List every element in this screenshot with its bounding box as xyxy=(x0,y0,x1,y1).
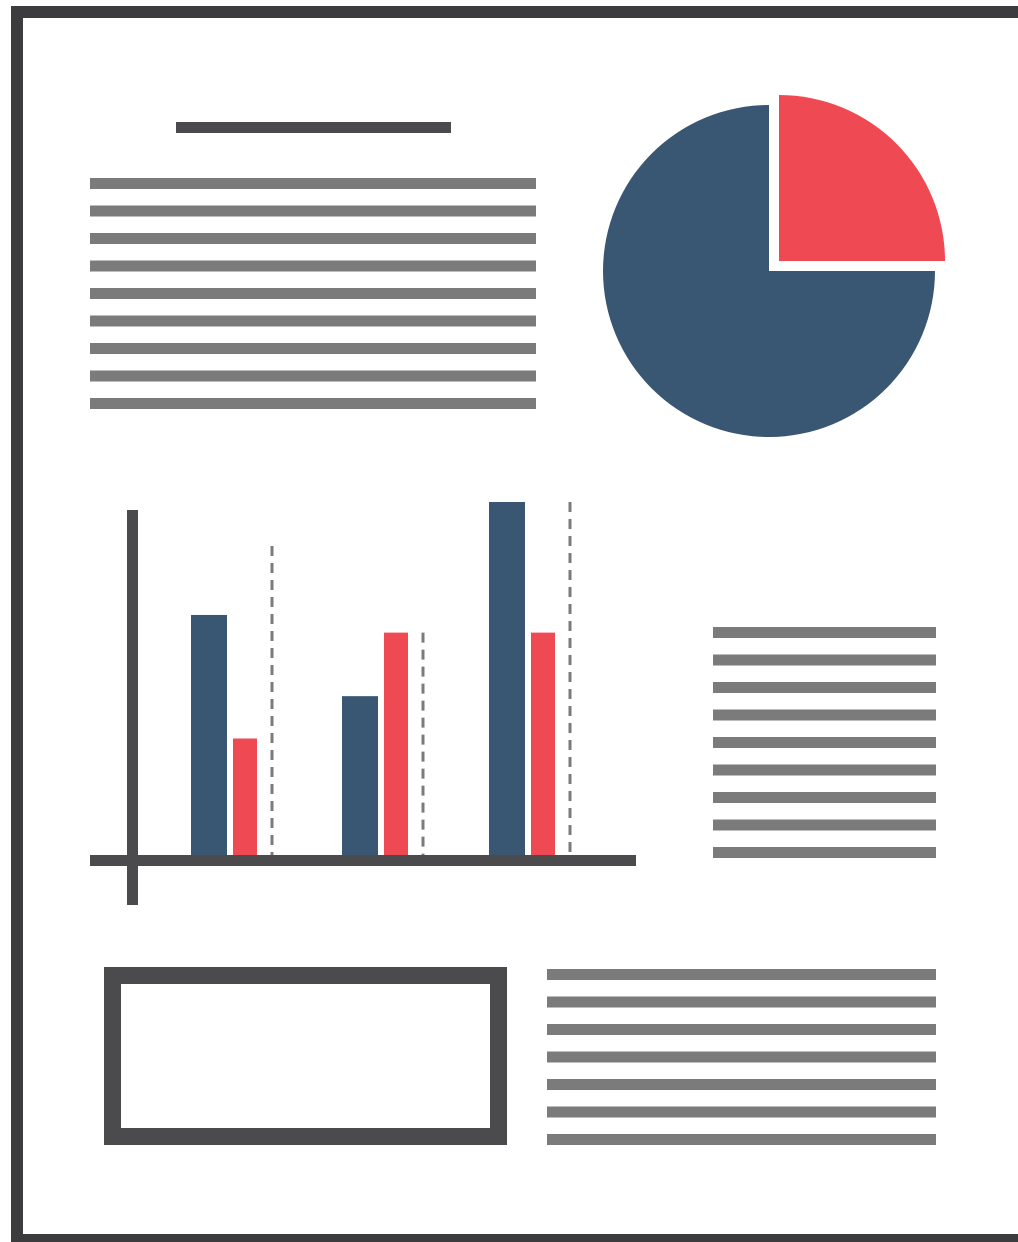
image-placeholder xyxy=(104,967,507,1145)
bar xyxy=(531,632,555,855)
bar xyxy=(191,614,227,855)
bar xyxy=(342,696,378,855)
text-line xyxy=(713,792,936,803)
text-line xyxy=(713,627,936,638)
text-line xyxy=(713,682,936,693)
bar xyxy=(233,738,257,855)
text-line xyxy=(90,233,536,244)
bar-chart-gridlines xyxy=(270,502,572,855)
pie-chart xyxy=(603,95,945,437)
text-line xyxy=(713,737,936,748)
text-line xyxy=(713,819,936,831)
text-line xyxy=(90,370,536,382)
bar xyxy=(384,632,408,855)
text-line xyxy=(547,1024,936,1035)
text-line xyxy=(90,315,536,327)
text-block-middle-right xyxy=(713,627,936,858)
text-line xyxy=(713,654,936,666)
text-line xyxy=(713,847,936,858)
text-block-bottom-right xyxy=(547,969,936,1145)
y-axis xyxy=(127,510,138,905)
text-line xyxy=(547,1106,936,1118)
page-frame xyxy=(11,6,1018,1242)
text-line xyxy=(547,1134,936,1145)
text-line xyxy=(90,205,536,217)
text-line xyxy=(90,398,536,409)
text-line xyxy=(90,288,536,299)
text-line xyxy=(90,260,536,272)
text-block-top-left xyxy=(90,178,536,409)
text-line xyxy=(547,1079,936,1090)
text-line xyxy=(713,709,936,721)
text-line xyxy=(713,764,936,776)
text-line xyxy=(547,1051,936,1063)
text-line xyxy=(547,969,936,980)
bar-chart xyxy=(90,502,636,905)
pie-slice xyxy=(779,95,945,261)
x-axis xyxy=(90,855,636,866)
text-line xyxy=(547,996,936,1008)
text-line xyxy=(90,343,536,354)
pie-slice xyxy=(603,105,935,437)
text-line xyxy=(90,178,536,189)
bar xyxy=(489,502,525,855)
heading-bar xyxy=(176,122,451,133)
bar-chart-bars xyxy=(191,502,555,855)
